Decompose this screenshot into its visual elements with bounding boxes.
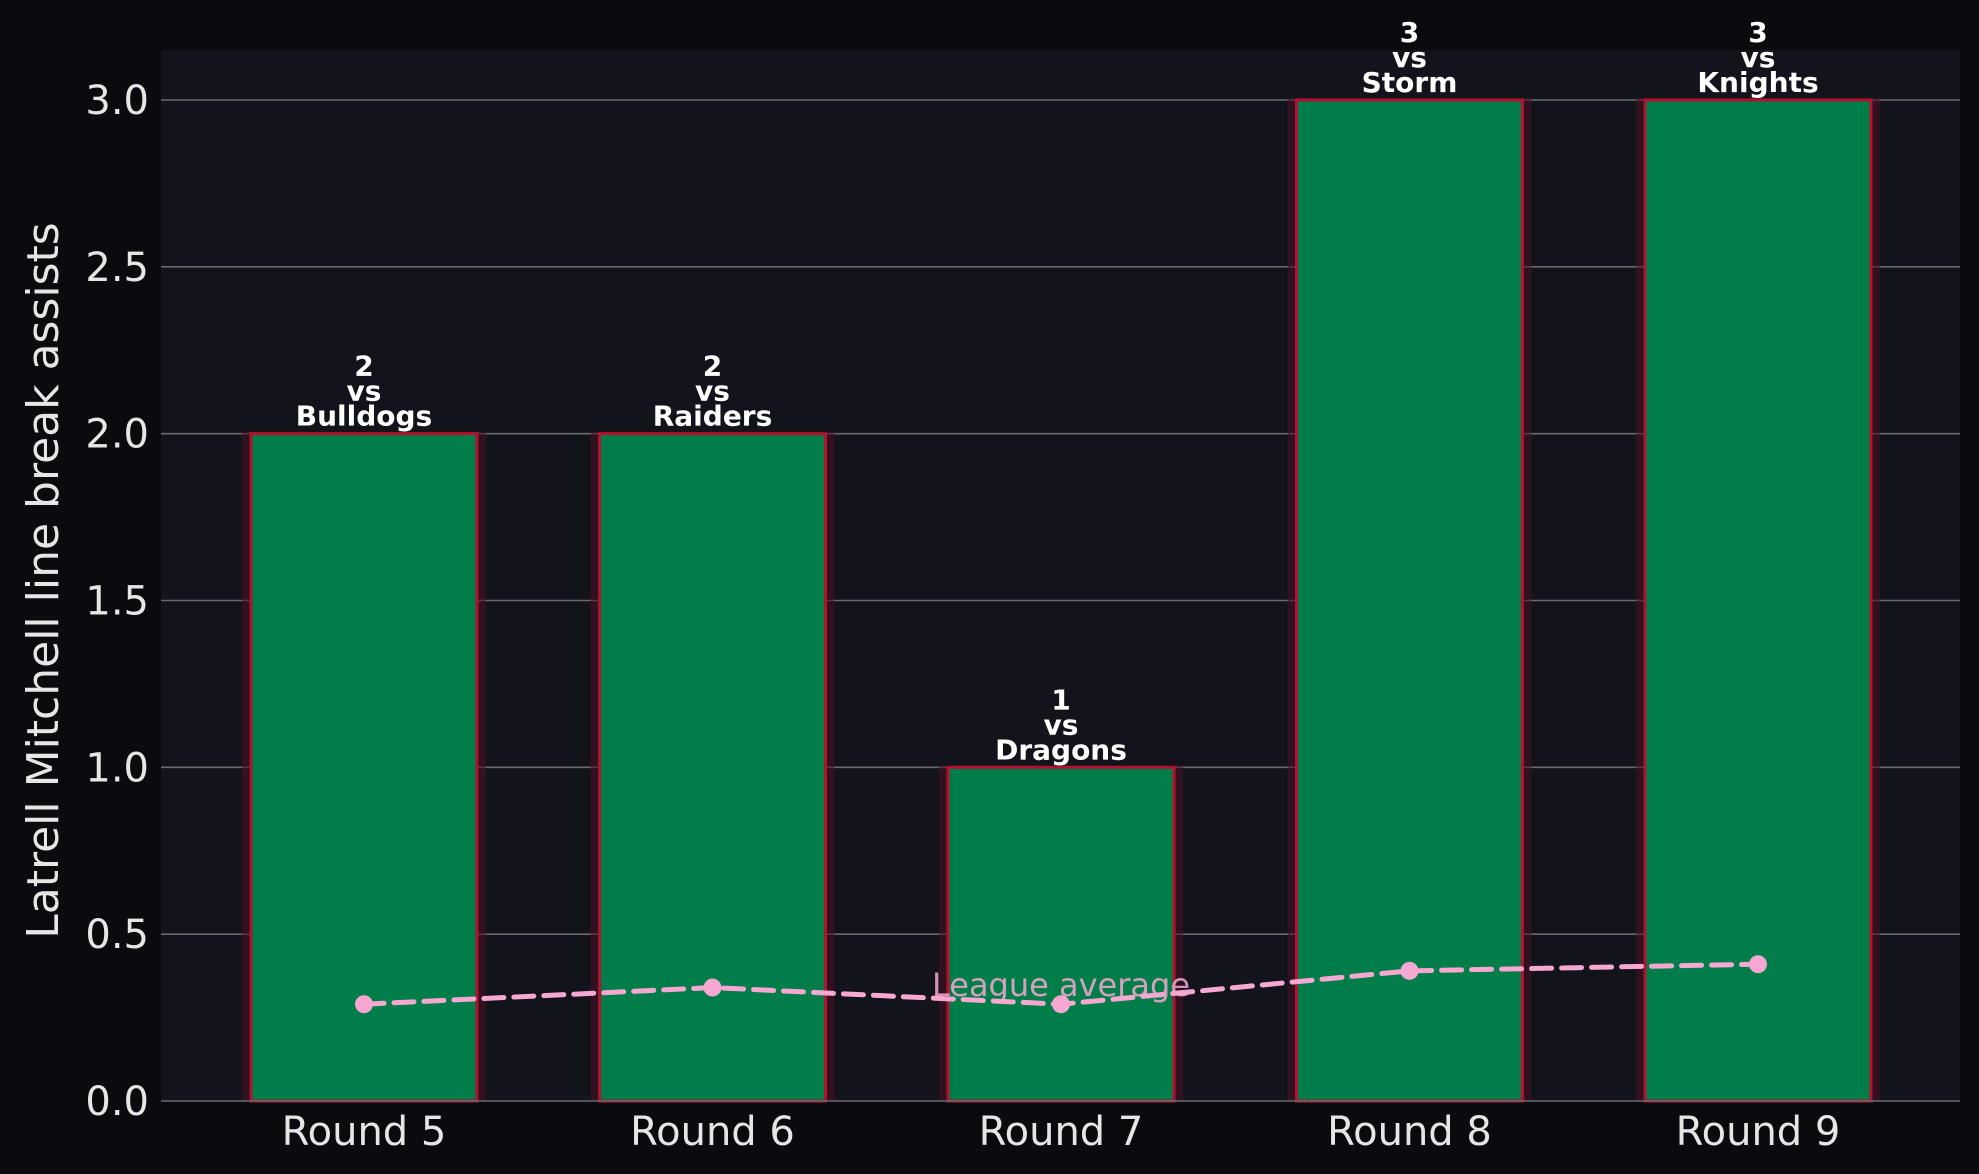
bar-labels: 2 vs Bulldogs 2 vs Raiders 1 vs Dragons 3 vs Storm 3… bbox=[296, 16, 1819, 766]
bar-label: 3 vs Knights bbox=[1697, 16, 1818, 99]
y-tick-label: 2.0 bbox=[85, 412, 149, 458]
bar bbox=[1643, 98, 1873, 1103]
y-axis-title: Latrell Mitchell line break assists bbox=[18, 222, 69, 938]
bar-label: 1 vs Dragons bbox=[995, 683, 1127, 766]
bar-label: 3 vs Storm bbox=[1362, 16, 1458, 99]
league-average-line: League average bbox=[355, 955, 1767, 1014]
bar-label: 2 vs Bulldogs bbox=[296, 350, 432, 433]
axes: 0.0 0.5 1.0 1.5 2.0 2.5 3.0 Round 5 Round 6 Round… bbox=[85, 78, 1960, 1155]
bar bbox=[598, 432, 827, 1103]
bar bbox=[1295, 98, 1524, 1103]
league-average-label: League average bbox=[932, 966, 1190, 1004]
y-tick-label: 2.5 bbox=[85, 245, 149, 291]
league-average-point bbox=[1052, 995, 1070, 1014]
y-tick-label: 0.5 bbox=[85, 912, 149, 958]
x-tick-label: Round 8 bbox=[1327, 1109, 1492, 1155]
y-tick-label: 1.0 bbox=[85, 745, 149, 791]
y-tick-label: 3.0 bbox=[85, 78, 149, 124]
league-average-point bbox=[1400, 961, 1419, 980]
y-tick-label: 0.0 bbox=[85, 1079, 149, 1125]
bar-label: 2 vs Raiders bbox=[653, 350, 773, 433]
x-tick-label: Round 5 bbox=[282, 1109, 447, 1155]
league-average-point bbox=[355, 995, 373, 1014]
x-tick-label: Round 6 bbox=[630, 1109, 795, 1155]
y-tick-label: 1.5 bbox=[85, 579, 149, 625]
bar bbox=[946, 765, 1176, 1103]
bar bbox=[249, 432, 479, 1103]
x-tick-label: Round 7 bbox=[979, 1109, 1144, 1155]
bars bbox=[242, 98, 1880, 1103]
x-tick-label: Round 9 bbox=[1676, 1109, 1841, 1155]
league-average-point bbox=[1749, 955, 1767, 974]
league-average-point bbox=[703, 978, 722, 997]
